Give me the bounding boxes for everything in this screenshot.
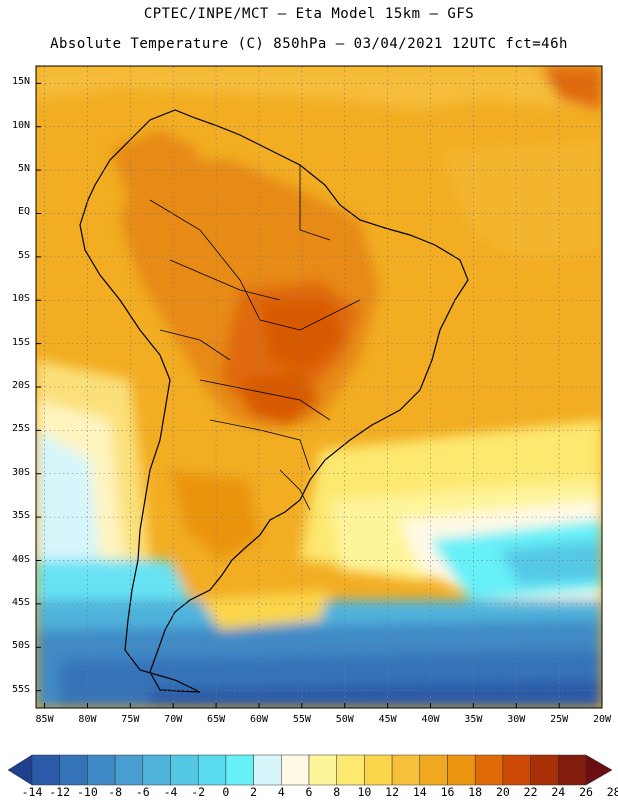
colorbar-swatch: [281, 754, 310, 786]
colorbar-swatch: [474, 754, 504, 786]
colorbar-label: -10: [77, 785, 98, 799]
colorbar-swatch: [391, 754, 421, 786]
lon-label: 65W: [207, 714, 226, 725]
colorbar-label: 6: [305, 785, 313, 799]
colorbar-swatch: [530, 754, 559, 786]
colorbar-swatch: [142, 754, 171, 786]
colorbar: [7, 754, 613, 786]
lat-label: 10N: [11, 119, 30, 131]
colorbar-label: 4: [277, 785, 285, 799]
colorbar-label: 26: [579, 785, 593, 799]
colorbar-swatch: [114, 754, 144, 786]
colorbar-label: 14: [412, 785, 427, 799]
colorbar-swatch: [225, 754, 254, 786]
map-title-line1: CPTEC/INPE/MCT – Eta Model 15km – GFS: [143, 6, 475, 22]
lat-label: 15N: [11, 76, 30, 88]
colorbar-label: 12: [385, 785, 400, 799]
lat-label: EQ: [17, 206, 30, 218]
lon-label: 70W: [164, 714, 183, 725]
colorbar-swatch: [419, 754, 448, 786]
temperature-field: [36, 66, 602, 708]
colorbar-label: -12: [49, 785, 71, 799]
colorbar-label: -2: [191, 785, 206, 799]
colorbar-swatch: [253, 754, 282, 786]
colorbar-label: 16: [440, 785, 455, 799]
country-borders: [149, 165, 361, 511]
lon-label: 60W: [249, 714, 268, 725]
lon-label: 25W: [550, 714, 569, 725]
colorbar-label: -14: [21, 785, 43, 799]
colorbar-label: -6: [135, 785, 150, 799]
colorbar-swatch: [197, 754, 227, 786]
lat-label: 25S: [11, 423, 30, 435]
lon-label: 20W: [592, 714, 612, 725]
continent-outline: [79, 109, 469, 693]
colorbar-label: 24: [551, 785, 566, 799]
lon-label: 75W: [121, 714, 140, 725]
lat-label: 5N: [17, 163, 30, 175]
lon-label: 30W: [507, 714, 526, 725]
colorbar-swatch: [502, 754, 531, 786]
lat-label: 50S: [11, 640, 30, 652]
map-title-line2: Absolute Temperature (C) 850hPa – 03/04/…: [50, 36, 568, 52]
lat-label: 30S: [11, 466, 30, 478]
colorbar-swatch: [31, 754, 60, 786]
colorbar-label: 28: [606, 785, 618, 799]
colorbar-swatch: [59, 754, 88, 786]
lon-label: 35W: [464, 714, 483, 725]
colorbar-label: 20: [495, 785, 510, 799]
lat-label: 10S: [11, 293, 30, 305]
lat-label: 35S: [11, 510, 30, 522]
colorbar-label: 0: [222, 785, 230, 799]
lon-label: 55W: [292, 714, 311, 725]
lon-label: 45W: [378, 714, 397, 725]
lon-label: 40W: [421, 714, 440, 725]
lat-label: 20S: [11, 380, 30, 391]
lat-label: 15S: [11, 336, 30, 348]
colorbar-label: 8: [333, 785, 341, 799]
colorbar-swatch: [87, 754, 116, 786]
colorbar-label: -8: [108, 785, 123, 799]
colorbar-arrow-low: [7, 754, 33, 786]
colorbar-label: -4: [163, 785, 178, 799]
lat-label: 40S: [11, 553, 30, 565]
colorbar-swatch: [558, 754, 587, 786]
lon-label: 85W: [35, 714, 54, 725]
colorbar-label: 22: [523, 785, 538, 799]
colorbar-swatch: [364, 754, 393, 786]
colorbar-label: 18: [468, 785, 483, 799]
colorbar-swatch: [447, 754, 476, 786]
colorbar-label: 2: [250, 785, 258, 799]
lat-label: 5S: [17, 249, 30, 261]
colorbar-swatch: [308, 754, 337, 786]
lon-label: 50W: [335, 714, 354, 725]
colorbar-label: 10: [357, 785, 372, 799]
lon-label: 80W: [78, 714, 97, 725]
lat-label: 55S: [11, 683, 30, 695]
colorbar-arrow-high: [585, 754, 613, 786]
lat-label: 45S: [11, 596, 30, 608]
colorbar-swatch: [336, 754, 365, 786]
colorbar-swatch: [170, 754, 199, 786]
